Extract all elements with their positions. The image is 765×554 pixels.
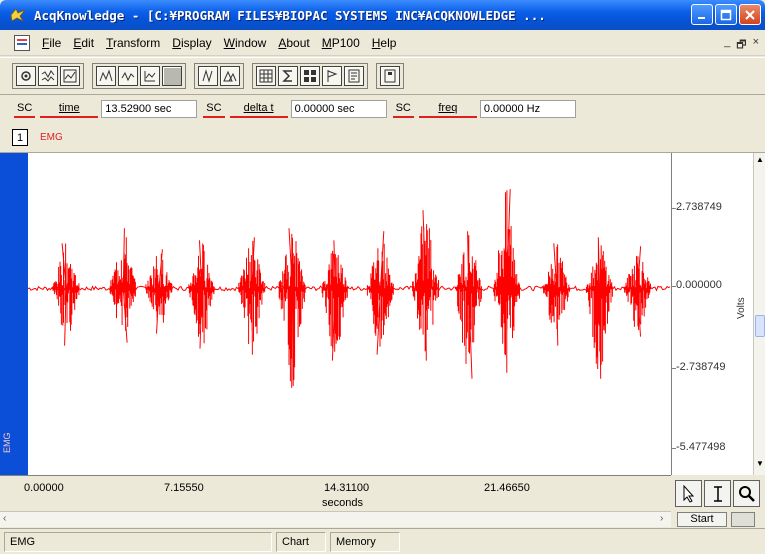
mdi-restore-button[interactable]: 🗗 [736, 39, 747, 51]
x-axis-panel: 0.00000 7.15550 14.31100 21.46650 second… [0, 475, 671, 511]
start-button[interactable]: Start [677, 511, 727, 527]
y-axis-unit: Volts [736, 297, 747, 319]
measurement-type-freq[interactable]: freq [418, 100, 477, 118]
x-tick-label: 21.46650 [484, 482, 530, 494]
status-mode: Chart [276, 531, 326, 552]
measurement-value-delta-t: 0.00000 sec [290, 100, 387, 118]
emg-burst [543, 243, 570, 346]
y-tick-label: 2.738749 [671, 201, 722, 213]
title-bar: AcqKnowledge - [C:¥PROGRAM FILES¥BIOPAC … [0, 0, 765, 30]
channel-side-label: EMG [2, 432, 12, 453]
vertical-scroll-thumb[interactable] [755, 315, 765, 337]
marker-tool-icon[interactable] [322, 66, 342, 86]
scroll-left-icon[interactable]: ‹ [3, 513, 7, 524]
document-icon[interactable] [14, 34, 30, 51]
overlap-tool-icon[interactable] [38, 66, 58, 86]
status-channel: EMG [4, 531, 272, 552]
app-icon [8, 5, 28, 25]
emg-burst [188, 240, 216, 349]
y-tick-label: -2.738749 [671, 361, 726, 373]
zoom-cursor-icon[interactable] [733, 480, 760, 507]
waveform-plot[interactable] [27, 153, 671, 475]
scroll-up-icon[interactable]: ▲ [756, 155, 764, 164]
settings-tool-icon[interactable] [16, 66, 36, 86]
emg-burst [412, 210, 439, 361]
start-row: Start [671, 511, 765, 527]
emg-burst [321, 240, 349, 361]
menu-mp100[interactable]: MP100 [321, 35, 360, 50]
cursor-tools [671, 476, 765, 510]
measurement-channel-selector[interactable]: SC [14, 100, 36, 118]
horizontal-scale-icon[interactable] [118, 66, 138, 86]
menu-edit[interactable]: Edit [73, 35, 95, 50]
menu-transform[interactable]: Transform [106, 35, 161, 50]
menu-window[interactable]: Window [223, 35, 267, 50]
channel-tool-icon[interactable] [344, 66, 364, 86]
toolbar [0, 57, 765, 95]
scroll-right-icon[interactable]: › [660, 513, 664, 524]
print-tool-icon[interactable] [380, 66, 400, 86]
emg-burst [366, 231, 394, 355]
i-beam-cursor-icon[interactable] [704, 480, 731, 507]
measurement-channel-selector[interactable]: SC [203, 100, 225, 118]
menu-display[interactable]: Display [172, 35, 212, 50]
measurement-value-time: 13.52900 sec [101, 100, 198, 118]
menu-help[interactable]: Help [371, 35, 397, 50]
x-tick-label: 7.15550 [164, 482, 204, 494]
peak-tool-icon[interactable] [220, 66, 240, 86]
y-axis-panel: 2.738749 0.000000 -2.738749 -5.477498 Vo… [671, 153, 753, 475]
start-options-button[interactable] [731, 511, 755, 527]
mdi-close-button[interactable]: × [752, 36, 759, 48]
measurement-type-delta-t[interactable]: delta t [229, 100, 288, 118]
menu-about[interactable]: About [278, 35, 310, 50]
vertical-scrollbar[interactable]: ▲ ▼ [753, 153, 765, 475]
y-tick-label: 0.000000 [671, 279, 722, 291]
close-button[interactable] [739, 4, 761, 25]
emg-burst [52, 243, 80, 346]
scroll-down-icon[interactable]: ▼ [756, 459, 764, 468]
table-tool-icon[interactable] [256, 66, 276, 86]
window-title: AcqKnowledge - [C:¥PROGRAM FILES¥BIOPAC … [34, 7, 546, 23]
measurement-type-time[interactable]: time [40, 100, 99, 118]
minimize-button[interactable] [691, 4, 713, 25]
journal-tool-icon[interactable] [300, 66, 320, 86]
vertical-scale-icon[interactable] [140, 66, 160, 86]
emg-burst [278, 228, 306, 388]
emg-burst [586, 237, 613, 379]
x-tick-label: 14.31100 [324, 482, 370, 494]
grid-tool-icon[interactable] [198, 66, 218, 86]
sum-tool-icon[interactable] [278, 66, 298, 86]
emg-burst [109, 228, 137, 343]
emg-burst [238, 237, 266, 355]
disabled-tool-icon [162, 66, 182, 86]
mdi-minimize-button[interactable]: _ [724, 36, 731, 48]
channel-number-box[interactable]: 1 [12, 129, 28, 146]
status-bar: EMG Chart Memory [0, 528, 765, 554]
emg-burst [493, 189, 520, 373]
menu-bar: File Edit Transform Display Window About… [0, 30, 765, 56]
arrow-cursor-icon[interactable] [675, 480, 702, 507]
restore-button[interactable] [715, 4, 737, 25]
menu-file[interactable]: File [42, 35, 62, 50]
x-tick-label: 0.00000 [24, 482, 64, 494]
autoscale-tool-icon[interactable] [60, 66, 80, 86]
channel-label[interactable]: EMG [40, 132, 63, 143]
scale-tool-icon[interactable] [96, 66, 116, 86]
channel-bar: 1 EMG [0, 123, 765, 153]
x-axis-unit: seconds [322, 497, 363, 509]
emg-burst [455, 231, 482, 379]
y-tick-label: -5.477498 [671, 441, 726, 453]
horizontal-scrollbar[interactable]: ‹ › [0, 511, 671, 527]
measurement-bar: SC time 13.52900 sec SC delta t 0.00000 … [0, 95, 765, 123]
channel-side-strip: EMG [0, 153, 28, 475]
measurement-value-freq: 0.00000 Hz [479, 100, 576, 118]
waveform-svg [27, 189, 671, 388]
status-storage: Memory [330, 531, 400, 552]
emg-burst [624, 246, 651, 337]
measurement-channel-selector[interactable]: SC [392, 100, 414, 118]
emg-burst [145, 249, 173, 334]
